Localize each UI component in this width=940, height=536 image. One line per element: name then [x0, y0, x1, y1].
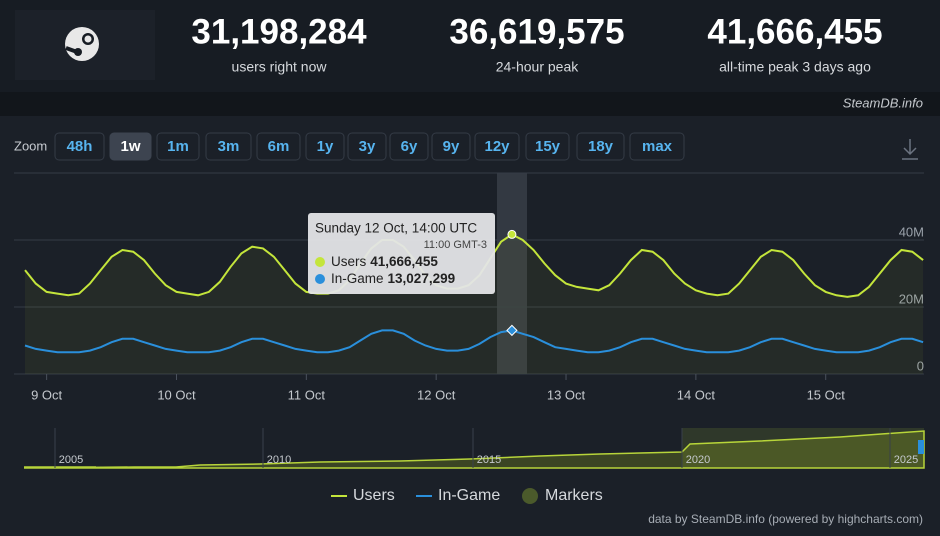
navigator-label: 2020: [686, 454, 710, 466]
x-tick-label: 9 Oct: [31, 387, 62, 402]
zoom-button-label[interactable]: 3y: [359, 138, 376, 155]
x-tick-label: 15 Oct: [807, 387, 846, 402]
stat-label: 24-hour peak: [496, 59, 580, 75]
zoom-button-label[interactable]: 6y: [401, 138, 418, 155]
legend-swatch: [522, 488, 538, 504]
x-tick-label: 10 Oct: [157, 387, 196, 402]
zoom-button-label[interactable]: 15y: [535, 138, 561, 155]
zoom-button[interactable]: [54, 132, 105, 161]
header-bg: [0, 0, 940, 92]
tooltip-value: 13,027,299: [388, 271, 456, 286]
zoom-button-label[interactable]: max: [642, 138, 673, 155]
zoom-button[interactable]: [431, 132, 471, 161]
tooltip-value: 41,666,455: [370, 254, 438, 269]
zoom-button[interactable]: [205, 132, 252, 161]
legend-label[interactable]: Markers: [545, 487, 603, 504]
credits: data by SteamDB.info (powered by highcha…: [648, 512, 923, 526]
hover-point: [506, 324, 518, 337]
navigator: 2005 2010 2015 2020 2025: [14, 428, 925, 469]
navigator-label: 2025: [894, 454, 918, 466]
zoom-button-label[interactable]: 12y: [484, 138, 510, 155]
zoom-button-label[interactable]: 3m: [218, 138, 240, 155]
tooltip-row: In-Game 13,027,299: [331, 271, 455, 286]
zoom-button[interactable]: [347, 132, 387, 161]
steam-logo: [65, 27, 99, 61]
tooltip-dot: [315, 274, 325, 284]
tooltip-series-name: Users: [331, 254, 367, 269]
stat-value: 41,666,455: [707, 12, 882, 51]
y-tick-label: 0: [917, 358, 924, 373]
tooltip-series-name: In-Game: [331, 271, 384, 286]
zoom-button[interactable]: [576, 132, 625, 161]
tooltip-row: Users 41,666,455: [331, 254, 438, 269]
zoom-button-label[interactable]: 1w: [120, 138, 140, 155]
navigator-label: 2010: [267, 454, 291, 466]
zoom-button[interactable]: [156, 132, 200, 161]
navigator-label: 2015: [477, 454, 501, 466]
stat-value: 31,198,284: [191, 12, 367, 51]
tooltip-box: [308, 213, 495, 294]
navigator-label: 2005: [59, 454, 83, 466]
tooltip-title: Sunday 12 Oct, 14:00 UTC: [315, 221, 477, 236]
tooltip-dot: [315, 257, 325, 267]
zoom-button[interactable]: [629, 132, 685, 161]
stat-label: all-time peak 3 days ago: [719, 59, 871, 75]
legend-label[interactable]: Users: [353, 487, 395, 504]
stat-label: users right now: [232, 59, 328, 75]
hover-point: [507, 229, 517, 239]
zoom-button-label[interactable]: 1y: [317, 138, 334, 155]
tooltip: Sunday 12 Oct, 14:00 UTC 11:00 GMT-3 Users…: [308, 213, 495, 294]
zoom-button-label[interactable]: 6m: [268, 138, 290, 155]
zoom-button[interactable]: [109, 132, 152, 161]
zoom-button-label[interactable]: 1m: [167, 138, 189, 155]
x-tick-label: 13 Oct: [547, 387, 586, 402]
stat-value: 36,619,575: [449, 12, 624, 51]
zoom-button-label[interactable]: 18y: [588, 138, 614, 155]
y-tick-label: 20M: [899, 291, 924, 306]
source-badge: SteamDB.info: [843, 95, 923, 110]
x-tick-label: 14 Oct: [677, 387, 716, 402]
legend-label[interactable]: In-Game: [438, 487, 500, 504]
zoom-button-label[interactable]: 48h: [67, 138, 93, 155]
hover-band: [497, 173, 527, 374]
y-tick-label: 40M: [899, 224, 924, 239]
zoom-button[interactable]: [525, 132, 570, 161]
zoom-button[interactable]: [256, 132, 301, 161]
x-tick-label: 11 Oct: [288, 387, 326, 402]
download-icon[interactable]: [902, 139, 918, 160]
tooltip-subtitle: 11:00 GMT-3: [424, 239, 487, 251]
badge-band: [0, 92, 940, 116]
zoom-button[interactable]: [305, 132, 345, 161]
series-line: [24, 329, 924, 354]
zoom-button[interactable]: [474, 132, 520, 161]
zoom-button[interactable]: [389, 132, 429, 161]
zoom-label: Zoom: [14, 138, 47, 153]
x-tick-label: 12 Oct: [417, 387, 456, 402]
zoom-button-label[interactable]: 9y: [443, 138, 460, 155]
